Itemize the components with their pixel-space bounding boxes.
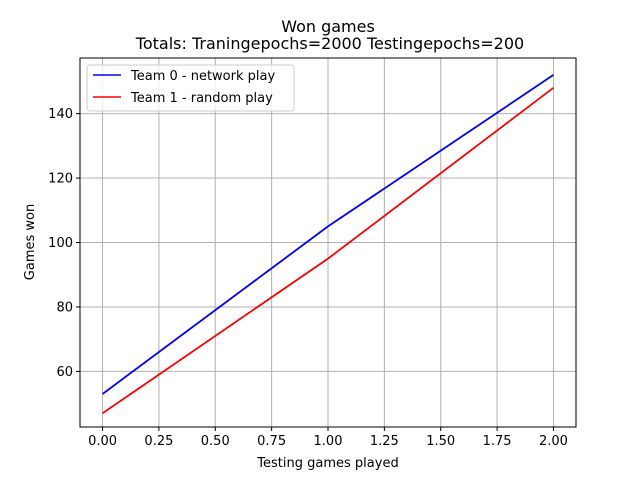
x-tick-label: 1.25: [370, 434, 399, 449]
legend-box: [86, 64, 295, 112]
y-tick-label: 120: [48, 172, 73, 187]
chart-title: Won games: [281, 17, 375, 36]
y-tick-label: 60: [56, 365, 73, 380]
x-tick-label: 1.75: [483, 434, 512, 449]
x-tick-label: 0.50: [201, 434, 230, 449]
y-tick-label: 100: [48, 236, 73, 251]
y-tick-label: 80: [56, 300, 73, 315]
grid: [80, 58, 576, 427]
legend-label-team0: Team 0 - network play: [130, 69, 275, 84]
x-tick-label: 1.50: [426, 434, 455, 449]
x-tick-label: 2.00: [539, 434, 568, 449]
x-tick-label: 0.00: [88, 434, 117, 449]
x-axis-label: Testing games played: [256, 456, 398, 471]
y-axis-label: Games won: [23, 204, 38, 280]
legend: Team 0 - network play Team 1 - random pl…: [86, 64, 295, 112]
series-line-team1: [102, 87, 554, 415]
x-tick-label: 0.25: [144, 434, 173, 449]
axis-ticks: 0.00 0.25 0.50 0.75 1.00 1.25 1.50 1.75 2.00 60 80…: [48, 107, 568, 449]
chart-subtitle: Totals: Traningepochs=2000 Testingepochs…: [135, 34, 524, 53]
y-tick-label: 140: [48, 107, 73, 122]
series-lines: [102, 74, 554, 415]
x-tick-label: 1.00: [314, 434, 343, 449]
legend-label-team1: Team 1 - random play: [130, 91, 273, 106]
series-line-team0: [102, 74, 554, 395]
x-tick-label: 0.75: [257, 434, 286, 449]
